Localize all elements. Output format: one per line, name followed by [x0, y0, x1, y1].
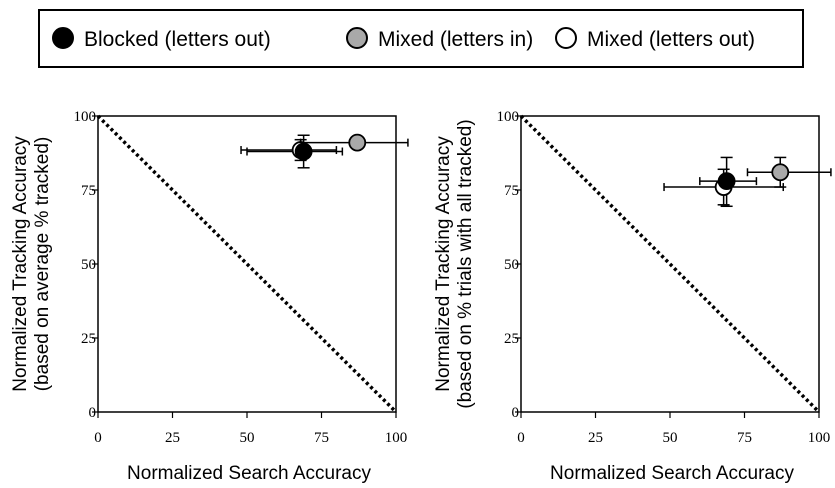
reference-line: [519, 114, 821, 414]
data-point: [348, 133, 367, 152]
y-tick-label: 50: [504, 257, 519, 273]
x-tick-label: 75: [737, 430, 752, 446]
x-axis-label: Normalized Search Accuracy: [127, 463, 371, 484]
y-tick-label: 100: [497, 109, 520, 125]
y-tick-label: 25: [504, 331, 519, 347]
x-tick-label: 50: [663, 430, 678, 446]
legend-label: Blocked (letters out): [84, 28, 271, 51]
legend-box: [38, 9, 804, 68]
x-tick-label: 25: [165, 430, 180, 446]
x-tick-label: 100: [385, 430, 408, 446]
y-axis-label-line-1: Normalized Tracking Accuracy: [433, 136, 454, 392]
reference-line: [96, 114, 398, 414]
y-tick-label: 75: [504, 183, 519, 199]
x-tick-label: 25: [588, 430, 603, 446]
y-tick-label: 100: [74, 109, 97, 125]
y-axis-label-line-2: (based on average % tracked): [32, 137, 53, 392]
chart-right: 0 25 50 75 100 0 25 50 75 100 Normalized Search Ac…: [433, 109, 832, 484]
y-tick-label: 50: [81, 257, 96, 273]
x-axis-label: Normalized Search Accuracy: [550, 463, 794, 484]
legend-label: Mixed (letters out): [587, 28, 755, 51]
x-tick-label: 100: [808, 430, 831, 446]
legend-marker: [346, 27, 368, 49]
y-axis-label-line-1: Normalized Tracking Accuracy: [10, 136, 31, 392]
x-tick-label: 75: [314, 430, 329, 446]
legend-marker: [555, 27, 577, 49]
data-points: [663, 156, 832, 208]
y-tick-label: 0: [89, 405, 97, 421]
y-tick-label: 75: [81, 183, 96, 199]
y-tick-label: 25: [81, 331, 96, 347]
x-tick-label: 0: [517, 430, 525, 446]
x-tick-label: 0: [94, 430, 102, 446]
legend: Blocked (letters out) Mixed (letters in) M…: [38, 9, 804, 68]
x-tick-label: 50: [240, 430, 255, 446]
data-point: [294, 142, 313, 161]
legend-marker: [52, 27, 74, 49]
legend-label: Mixed (letters in): [378, 28, 533, 51]
data-point: [717, 172, 736, 191]
chart-left: 0 25 50 75 100 0 25 50 75 100 Normalized Search Ac…: [10, 109, 409, 484]
y-axis-label-line-2: (based on % trials with all tracked): [455, 119, 476, 408]
data-points: [240, 133, 409, 169]
y-tick-label: 0: [512, 405, 520, 421]
data-point: [771, 163, 790, 182]
